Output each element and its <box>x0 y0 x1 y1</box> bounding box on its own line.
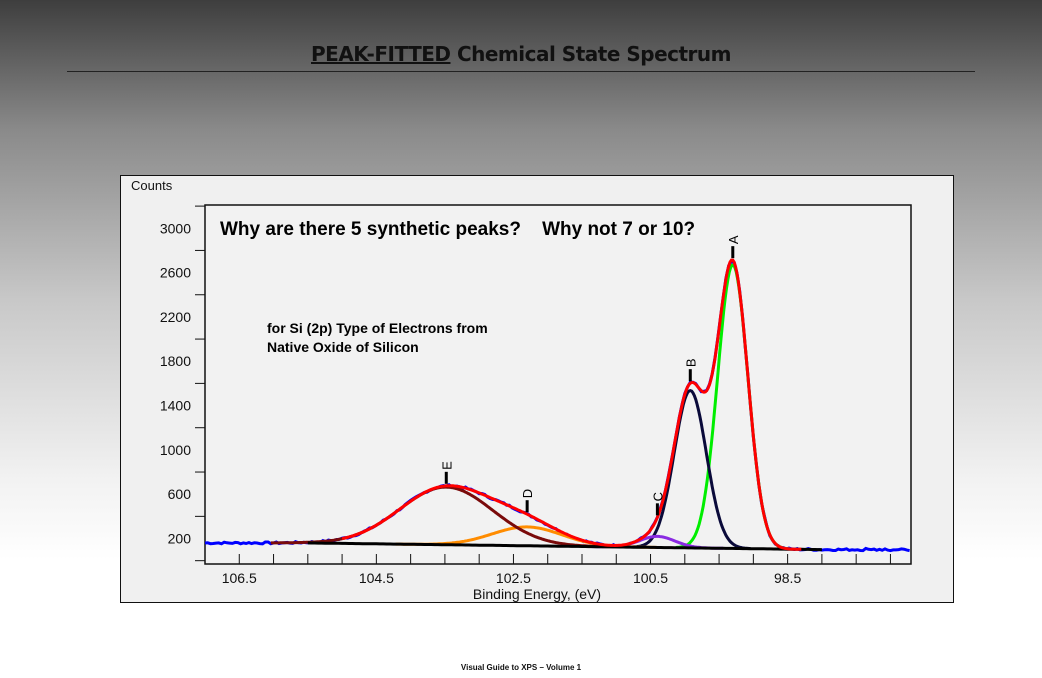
y-tick-label: 600 <box>168 486 192 502</box>
question-annotation: Why are there 5 synthetic peaks? Why not… <box>220 219 695 240</box>
x-tick-label: 102.5 <box>496 570 531 586</box>
x-tick-label: 104.5 <box>359 570 394 586</box>
x-axis-label: Binding Energy, (eV) <box>473 586 601 602</box>
peak-label: D <box>520 489 535 498</box>
note-line-1: for Si (2p) Type of Electrons from <box>267 320 488 336</box>
peak-label: E <box>439 461 454 470</box>
envelope-line <box>341 258 802 551</box>
background-line <box>307 541 822 552</box>
spectrum-chart: Counts 200 600 1000 1400 1800 2200 2600 3000 106… <box>131 178 912 602</box>
y-tick-label: 1400 <box>160 398 191 414</box>
y-tick-label: 2600 <box>160 265 191 281</box>
title-underlined: PEAK-FITTED <box>311 42 451 66</box>
peak-b-curve <box>630 389 751 550</box>
plot-area <box>204 204 912 565</box>
y-tick-label: 3000 <box>160 220 191 236</box>
x-tick-label: 98.5 <box>774 570 801 586</box>
chart-panel: Counts 200 600 1000 1400 1800 2200 2600 3000 106… <box>120 175 954 603</box>
note-line-2: Native Oxide of Silicon <box>267 339 419 355</box>
y-tick-label: 1800 <box>160 353 191 369</box>
title-divider <box>67 71 975 72</box>
title-rest: Chemical State Spectrum <box>450 42 732 66</box>
y-tick-label: 1000 <box>160 442 191 458</box>
x-tick-label: 106.5 <box>222 570 257 586</box>
peak-label: A <box>726 235 741 244</box>
footer-text: Visual Guide to XPS – Volume 1 <box>460 663 582 672</box>
page-title: PEAK-FITTED Chemical State Spectrum <box>0 42 1042 66</box>
y-tick-label: 2200 <box>160 309 191 325</box>
peak-label: C <box>650 492 665 501</box>
x-tick-label: 100.5 <box>633 570 668 586</box>
y-axis-label: Counts <box>131 178 173 193</box>
peak-label: B <box>683 358 698 367</box>
y-tick-label: 200 <box>168 531 192 547</box>
